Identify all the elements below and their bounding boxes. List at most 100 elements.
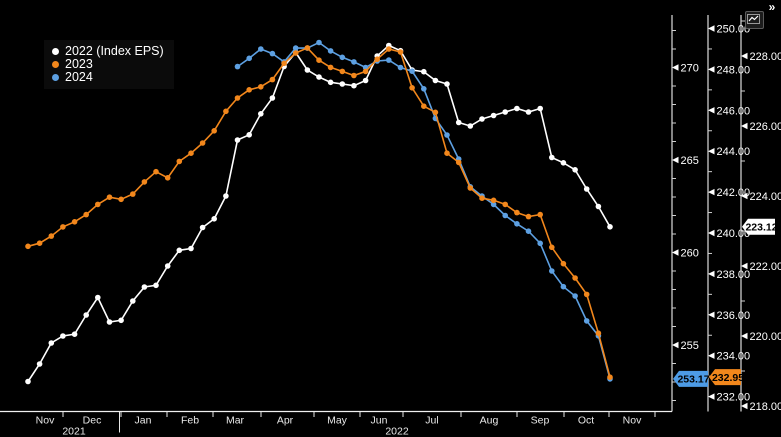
y-major-tick xyxy=(672,64,679,71)
data-point xyxy=(258,111,264,117)
x-axis: Nov Dec Jan Feb Mar Apr May Jun Jul Aug Sep Oct Nov 2… xyxy=(0,410,672,437)
data-point xyxy=(421,86,427,92)
data-point xyxy=(444,132,450,138)
data-point xyxy=(583,291,590,298)
data-point xyxy=(362,68,369,75)
data-point xyxy=(374,56,381,62)
data-point xyxy=(176,158,183,165)
data-point xyxy=(83,312,89,318)
data-point xyxy=(281,60,287,67)
data-point xyxy=(246,55,252,62)
data-point xyxy=(537,105,543,112)
data-point xyxy=(269,50,276,57)
data-point xyxy=(537,240,543,247)
data-point xyxy=(490,201,497,208)
expand-chevrons-icon[interactable]: » xyxy=(768,0,776,14)
y-major-tick xyxy=(708,311,715,318)
series-2024 xyxy=(234,39,613,382)
data-point xyxy=(386,46,392,52)
legend-item-2023[interactable]: 2023 xyxy=(52,58,164,71)
month-label: Mar xyxy=(226,415,245,427)
month-label: May xyxy=(327,415,348,427)
value-flag-232.95: 232.95 xyxy=(709,369,744,386)
data-point xyxy=(351,72,357,79)
data-point xyxy=(141,284,148,290)
data-point xyxy=(95,294,101,301)
y-major-tick xyxy=(741,192,748,200)
data-point xyxy=(292,45,299,51)
y-major-tick xyxy=(741,262,748,270)
data-point xyxy=(304,67,311,73)
data-point xyxy=(316,39,322,46)
data-point xyxy=(432,77,439,84)
data-point xyxy=(316,57,322,63)
data-point xyxy=(502,109,509,115)
data-point xyxy=(36,361,43,367)
data-point xyxy=(48,233,55,239)
data-point xyxy=(514,105,520,112)
series-2022-dot-icon xyxy=(52,48,59,55)
value-flag-text: 253.17 xyxy=(677,374,709,386)
data-point xyxy=(316,74,322,80)
data-point xyxy=(48,340,55,346)
legend-item-2024[interactable]: 2024 xyxy=(52,71,164,84)
data-point xyxy=(153,168,159,175)
data-point xyxy=(60,333,66,339)
y-major-tick xyxy=(741,332,748,340)
data-point xyxy=(269,95,276,101)
data-point xyxy=(223,108,229,115)
data-point xyxy=(95,201,101,208)
data-point xyxy=(514,221,520,227)
data-point xyxy=(549,244,555,251)
y-tick-label: 246.00 xyxy=(717,105,751,117)
data-point xyxy=(351,59,357,65)
month-label: Sep xyxy=(531,415,550,427)
data-point xyxy=(421,103,427,109)
data-point xyxy=(537,211,543,218)
data-point xyxy=(444,81,450,87)
data-point xyxy=(514,209,520,216)
legend-label-2024: 2024 xyxy=(65,70,93,84)
data-point xyxy=(409,68,415,74)
data-point xyxy=(83,211,89,218)
data-point xyxy=(560,283,567,290)
data-point xyxy=(479,195,485,201)
line-chart-icon xyxy=(747,14,760,24)
y-major-tick xyxy=(672,156,679,164)
chart-tool-button[interactable] xyxy=(745,11,764,29)
data-point xyxy=(455,159,462,166)
year-label: 2022 xyxy=(385,426,409,437)
month-label: Nov xyxy=(623,415,642,427)
data-point xyxy=(211,128,217,134)
data-point xyxy=(560,260,567,267)
data-point xyxy=(432,109,439,116)
y-tick-label: 270 xyxy=(681,63,699,75)
legend-label-2023: 2023 xyxy=(65,57,93,71)
value-flag-text: 223.12 xyxy=(745,222,777,234)
y-axis-2024: 270 265 260 255 xyxy=(671,15,699,412)
y-major-tick xyxy=(708,270,715,278)
y-tick-label: 260 xyxy=(681,248,699,260)
y-major-tick xyxy=(708,148,715,155)
data-point xyxy=(60,224,66,230)
data-point xyxy=(467,185,474,191)
data-point xyxy=(211,216,217,222)
y-tick-label: 232.00 xyxy=(717,392,751,404)
y-tick-label: 238.00 xyxy=(717,269,751,281)
data-point xyxy=(176,247,183,254)
data-point xyxy=(386,57,392,63)
legend-item-2022[interactable]: 2022 (Index EPS) xyxy=(52,45,164,58)
data-point xyxy=(234,63,241,70)
data-point xyxy=(234,137,241,143)
series-2022 xyxy=(25,42,613,385)
data-point xyxy=(549,268,555,274)
y-tick-label: 265 xyxy=(681,155,699,167)
y-tick-label: 250.00 xyxy=(717,24,751,36)
y-major-tick xyxy=(708,352,715,359)
y-tick-label: 255 xyxy=(681,340,699,352)
y-major-tick xyxy=(741,122,748,130)
data-point xyxy=(188,245,194,252)
y-tick-label: 228.00 xyxy=(750,51,781,63)
month-label: Jan xyxy=(135,415,152,427)
data-point xyxy=(607,374,613,381)
